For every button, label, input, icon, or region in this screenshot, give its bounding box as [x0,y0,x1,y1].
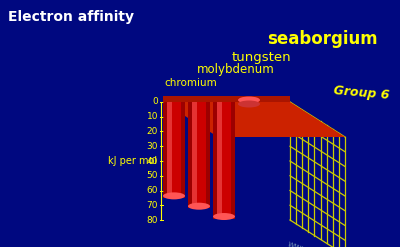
Text: 0: 0 [152,98,158,106]
Ellipse shape [238,101,260,107]
Bar [231,102,235,219]
Polygon shape [163,102,345,137]
Bar [163,102,185,198]
Bar [217,102,222,219]
Bar [163,102,167,198]
Text: kJ per mol: kJ per mol [108,156,158,166]
Bar [181,102,185,198]
Text: chromium: chromium [164,78,217,88]
Bar [192,102,197,208]
Ellipse shape [163,192,185,199]
Bar [213,102,235,219]
Bar [213,102,217,219]
Text: 70: 70 [146,201,158,210]
Text: 10: 10 [146,112,158,121]
Text: www.webelements.com: www.webelements.com [286,239,390,247]
Text: 50: 50 [146,171,158,180]
Ellipse shape [188,203,210,210]
Text: seaborgium: seaborgium [267,30,378,48]
Ellipse shape [238,97,260,103]
Polygon shape [163,96,290,102]
Bar [188,102,192,208]
Text: 80: 80 [146,215,158,225]
Text: Group 6: Group 6 [333,84,390,102]
Text: molybdenum: molybdenum [197,63,275,76]
Text: Electron affinity: Electron affinity [8,10,134,24]
Bar [206,102,210,208]
Bar [188,102,210,208]
Text: 60: 60 [146,186,158,195]
Ellipse shape [213,213,235,220]
Text: 30: 30 [146,142,158,151]
Bar [167,102,172,198]
Text: 20: 20 [147,127,158,136]
Text: tungsten: tungsten [232,51,292,64]
Text: 40: 40 [147,157,158,165]
